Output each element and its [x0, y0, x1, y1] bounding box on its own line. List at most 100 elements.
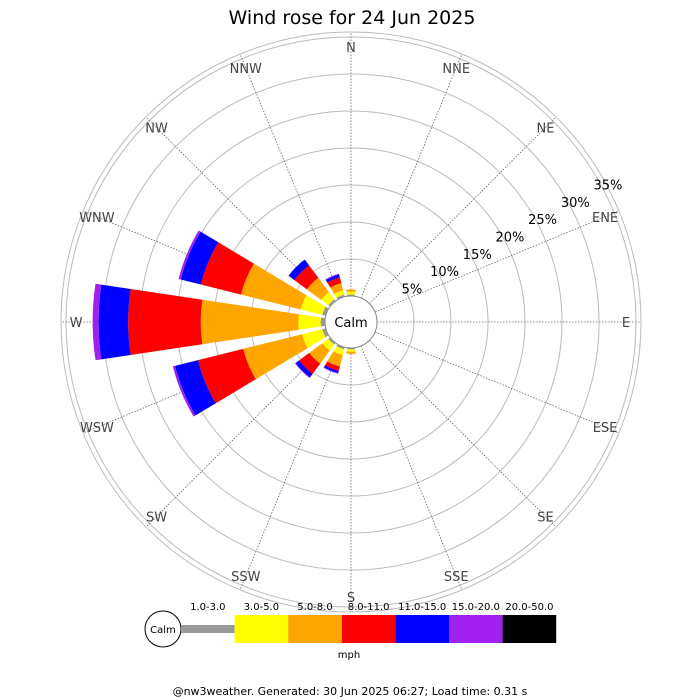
direction-label-wnw: WNW — [79, 211, 115, 226]
direction-label-nne: NNE — [442, 62, 470, 77]
legend-swatch-5.0-8.0 — [288, 615, 342, 643]
direction-label-s: S — [347, 591, 355, 606]
bar-nnw-11.0-15.0 — [325, 274, 340, 283]
bar-wnw-1.0-3.0 — [322, 306, 329, 316]
legend-swatch-11.0-15.0 — [395, 615, 449, 643]
bar-nw-3.0-5.0 — [321, 292, 335, 306]
speed-legend: Calm mph 1.0-3.0 3.0-5.0 5.0-8.0 8.0-11.0 11… — [144, 602, 557, 661]
spoke-ssw — [239, 345, 342, 591]
spoke-ene — [374, 210, 620, 313]
ring-labels: 5% 10% 15%20% 25% 30%35% — [402, 178, 623, 297]
bar-nnw-15.0-20.0 — [325, 273, 340, 281]
ring-label-15%: 15% — [463, 248, 492, 263]
bar-sw-11.0-15.0 — [295, 360, 313, 378]
bar-nnw-3.0-5.0 — [334, 290, 345, 298]
calm-label: Calm — [334, 316, 367, 331]
chart-title: Wind rose for 24 Jun 2025 — [229, 7, 476, 29]
bar-w-8.0-11.0 — [128, 289, 203, 355]
bar-nnw-8.0-11.0 — [327, 277, 342, 288]
direction-label-sse: SSE — [444, 570, 469, 585]
bar-wnw-3.0-5.0 — [300, 295, 326, 315]
spoke-wnw — [82, 210, 328, 313]
direction-label-nw: NW — [145, 122, 168, 137]
bar-n-5.0-8.0 — [346, 289, 356, 292]
ring-label-10%: 10% — [430, 265, 459, 280]
bar-s-5.0-8.0 — [346, 351, 356, 354]
bar-ssw-3.0-5.0 — [333, 346, 345, 356]
spoke-ne — [369, 116, 557, 304]
bar-w-5.0-8.0 — [200, 299, 299, 345]
bar-nw-1.0-3.0 — [328, 299, 336, 307]
bar-sw-15.0-20.0 — [295, 362, 311, 378]
bar-nnw-1.0-3.0 — [336, 294, 345, 300]
spoke-wsw — [82, 331, 328, 434]
legend-label-8.0-11.0: 8.0-11.0 — [348, 602, 390, 613]
bar-w-15.0-20.0 — [92, 283, 102, 361]
spoke-nnw — [239, 53, 342, 299]
bar-ssw-8.0-11.0 — [325, 361, 340, 371]
legend-swatch-8.0-11.0 — [341, 615, 396, 643]
bar-nw-5.0-8.0 — [306, 277, 329, 300]
direction-label-wsw: WSW — [80, 421, 114, 436]
legend-calm-label: Calm — [150, 625, 176, 636]
ring-label-35%: 35% — [593, 178, 622, 193]
bar-ssw-15.0-20.0 — [323, 367, 339, 374]
ring-label-20%: 20% — [495, 230, 524, 245]
bar-wnw-15.0-20.0 — [178, 230, 201, 280]
bar-ssw-11.0-15.0 — [323, 365, 339, 374]
bar-wsw-8.0-11.0 — [197, 348, 256, 404]
bar-wsw-11.0-15.0 — [174, 360, 216, 416]
bar-n-3.0-5.0 — [346, 291, 356, 295]
bar-wsw-15.0-20.0 — [172, 365, 196, 417]
direction-label-ssw: SSW — [231, 570, 261, 585]
legend-label-3.0-5.0: 3.0-5.0 — [244, 602, 279, 613]
direction-label-e: E — [622, 316, 630, 331]
footer-text: @nw3weather. Generated: 30 Jun 2025 06:2… — [173, 685, 528, 698]
bar-sw-5.0-8.0 — [309, 343, 330, 364]
direction-label-se: SE — [537, 510, 553, 525]
ring-label-30%: 30% — [561, 196, 590, 211]
direction-label-ene: ENE — [592, 211, 618, 226]
bar-sw-1.0-3.0 — [328, 337, 336, 345]
bar-wnw-11.0-15.0 — [180, 231, 219, 285]
legend-label-15.0-20.0: 15.0-20.0 — [452, 602, 500, 613]
spoke-nne — [360, 53, 463, 299]
bar-nw-8.0-11.0 — [294, 265, 319, 290]
bar-ssw-1.0-3.0 — [336, 344, 345, 350]
ring-label-5%: 5% — [402, 283, 423, 298]
spoke-nw — [145, 116, 333, 304]
ring-label-25%: 25% — [528, 213, 557, 228]
bar-w-3.0-5.0 — [298, 314, 321, 330]
bar-wsw-3.0-5.0 — [302, 329, 326, 348]
outer-ring — [60, 31, 642, 613]
legend-swatch-1.0-3.0 — [181, 625, 235, 633]
legend-swatch-15.0-20.0 — [449, 615, 503, 643]
legend-unit: mph — [338, 650, 360, 661]
spoke-sw — [145, 340, 333, 528]
spoke-sse — [360, 345, 463, 591]
direction-labels: N NNE NE ENE E ESE SE SSE S SSW SW WSW W WNW NW NNW — [70, 41, 631, 606]
legend-swatch-20.0-50.0 — [502, 615, 557, 643]
wind-bars — [92, 230, 356, 417]
direction-label-ne: NE — [536, 122, 554, 137]
legend-label-11.0-15.0: 11.0-15.0 — [398, 602, 446, 613]
bar-wsw-5.0-8.0 — [243, 334, 308, 380]
calm-circle — [324, 295, 378, 349]
bar-w-1.0-3.0 — [320, 317, 326, 327]
direction-label-n: N — [346, 41, 356, 56]
bar-ssw-5.0-8.0 — [327, 351, 343, 367]
bar-sw-8.0-11.0 — [299, 352, 321, 374]
legend-label-1.0-3.0: 1.0-3.0 — [190, 602, 225, 613]
direction-label-ese: ESE — [593, 421, 618, 436]
spoke-se — [369, 340, 557, 528]
legend-label-5.0-8.0: 5.0-8.0 — [297, 602, 332, 613]
bar-nw-11.0-15.0 — [288, 259, 310, 281]
direction-label-w: W — [70, 316, 83, 331]
bar-wsw-1.0-3.0 — [322, 328, 329, 338]
legend-swatch-3.0-5.0 — [234, 615, 289, 643]
bar-w-11.0-15.0 — [98, 284, 131, 360]
bar-wnw-5.0-8.0 — [241, 263, 307, 310]
direction-label-nnw: NNW — [230, 62, 262, 77]
bar-nnw-5.0-8.0 — [330, 283, 344, 295]
